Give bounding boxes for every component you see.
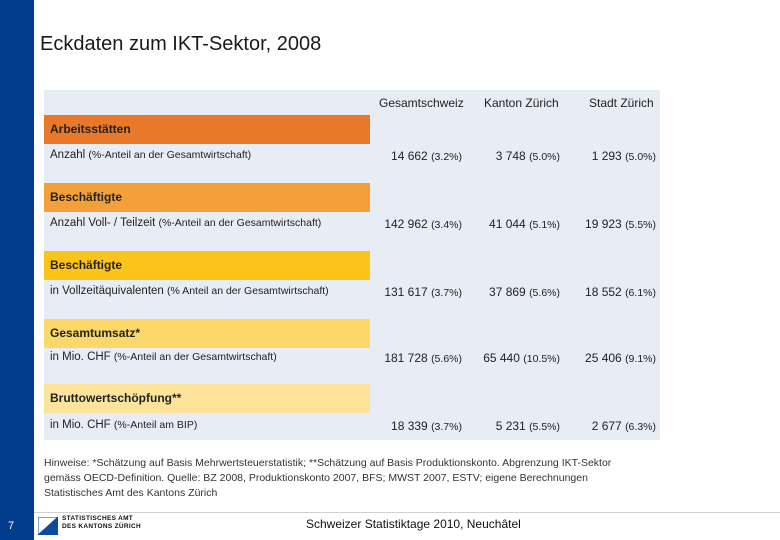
footnote-line: Hinweise: *Schätzung auf Basis Mehrwerts… [44, 457, 612, 469]
data-table: Gesamtschweiz Kanton Zürich Stadt Zürich… [44, 90, 660, 440]
footnotes: Hinweise: *Schätzung auf Basis Mehrwerts… [44, 456, 644, 501]
value-cell: 2 677 (6.3%) [592, 419, 656, 433]
value-cell: 65 440 (10.5%) [483, 351, 560, 365]
value: 25 406 [585, 351, 622, 365]
category-arbeitsstaetten: Arbeitsstätten [44, 115, 370, 144]
footer-divider [34, 512, 780, 513]
canton-logo-icon [38, 517, 58, 535]
row-label-desc: (% Anteil an der Gesamtwirtschaft) [167, 285, 329, 297]
row-label-desc: (%-Anteil an der Gesamtwirtschaft) [88, 149, 252, 161]
value: 18 552 [585, 285, 622, 299]
value: 18 339 [391, 419, 428, 433]
footnote-line: Statistisches Amt des Kantons Zürich [44, 487, 218, 499]
percent: (5.5%) [529, 421, 560, 433]
row-label-main: Anzahl Voll- / Teilzeit [50, 217, 156, 229]
percent: (3.4%) [431, 219, 462, 231]
value: 37 869 [489, 285, 526, 299]
value: 131 617 [384, 285, 428, 299]
percent: (10.5%) [523, 353, 560, 365]
percent: (5.6%) [431, 353, 462, 365]
footnote-line: gemäss OECD-Definition. Quelle: BZ 2008,… [44, 472, 588, 484]
col-header-gesamtschweiz: Gesamtschweiz [379, 96, 464, 110]
value-cell: 131 617 (3.7%) [384, 285, 462, 299]
category-beschaeftigte: Beschäftigte [44, 183, 370, 212]
footer-text: Schweizer Statistiktage 2010, Neuchâtel [306, 517, 521, 531]
category-gesamtumsatz: Gesamtumsatz* [44, 319, 370, 348]
value-cell: 181 728 (5.6%) [384, 351, 462, 365]
value-cell: 18 552 (6.1%) [585, 285, 656, 299]
sidebar-accent [0, 0, 34, 540]
value: 41 044 [489, 217, 526, 231]
col-header-stadt: Stadt Zürich [589, 96, 654, 110]
value-cell: 25 406 (9.1%) [585, 351, 656, 365]
value: 19 923 [585, 217, 622, 231]
row-label-main: in Mio. CHF [50, 351, 111, 363]
row-label-main: in Vollzeitäquivalenten [50, 285, 164, 297]
value-cell: 142 962 (3.4%) [384, 217, 462, 231]
value: 1 293 [591, 149, 622, 163]
category-beschaeftigte-vza: Beschäftigte [44, 251, 370, 280]
logo-text: STATISTISCHES AMT DES KANTONS ZÜRICH [62, 515, 141, 531]
value: 2 677 [591, 419, 622, 433]
row-label-main: in Mio. CHF [50, 419, 111, 431]
category-bruttowertschoepfung: Bruttowertschöpfung** [44, 384, 370, 413]
value-cell: 14 662 (3.2%) [391, 149, 462, 163]
value-cell: 18 339 (3.7%) [391, 419, 462, 433]
col-header-kanton: Kanton Zürich [484, 96, 559, 110]
row-label-desc: (%-Anteil am BIP) [113, 419, 198, 431]
row-label: in Vollzeitäquivalenten (% Anteil an der… [50, 285, 329, 297]
row-label: in Mio. CHF (%-Anteil am BIP) [50, 419, 197, 431]
value: 3 748 [495, 149, 526, 163]
logo-line: DES KANTONS ZÜRICH [62, 523, 141, 530]
row-label-main: Anzahl [50, 149, 86, 161]
percent: (9.1%) [625, 353, 656, 365]
percent: (6.3%) [625, 421, 656, 433]
value-cell: 41 044 (5.1%) [489, 217, 560, 231]
value-cell: 1 293 (5.0%) [592, 149, 656, 163]
value: 181 728 [384, 351, 428, 365]
value-cell: 37 869 (5.6%) [489, 285, 560, 299]
row-label-desc: (%-Anteil an der Gesamtwirtschaft) [113, 351, 277, 363]
percent: (6.1%) [625, 287, 656, 299]
percent: (5.1%) [529, 219, 560, 231]
value-cell: 5 231 (5.5%) [496, 419, 560, 433]
percent: (3.7%) [431, 287, 462, 299]
value-cell: 3 748 (5.0%) [496, 149, 560, 163]
percent: (5.6%) [529, 287, 560, 299]
value: 142 962 [384, 217, 428, 231]
row-label: Anzahl Voll- / Teilzeit (%-Anteil an der… [50, 217, 321, 229]
value: 65 440 [483, 351, 520, 365]
logo-line: STATISTISCHES AMT [62, 515, 134, 522]
percent: (5.0%) [625, 151, 656, 163]
slide-number: 7 [8, 520, 15, 532]
value-cell: 19 923 (5.5%) [585, 217, 656, 231]
page-title: Eckdaten zum IKT-Sektor, 2008 [40, 33, 322, 55]
percent: (5.0%) [529, 151, 560, 163]
row-label: Anzahl (%-Anteil an der Gesamtwirtschaft… [50, 149, 251, 161]
row-label: in Mio. CHF (%-Anteil an der Gesamtwirts… [50, 351, 277, 363]
value: 14 662 [391, 149, 428, 163]
percent: (3.7%) [431, 421, 462, 433]
value: 5 231 [495, 419, 526, 433]
percent: (5.5%) [625, 219, 656, 231]
percent: (3.2%) [431, 151, 462, 163]
row-label-desc: (%-Anteil an der Gesamtwirtschaft) [158, 217, 322, 229]
